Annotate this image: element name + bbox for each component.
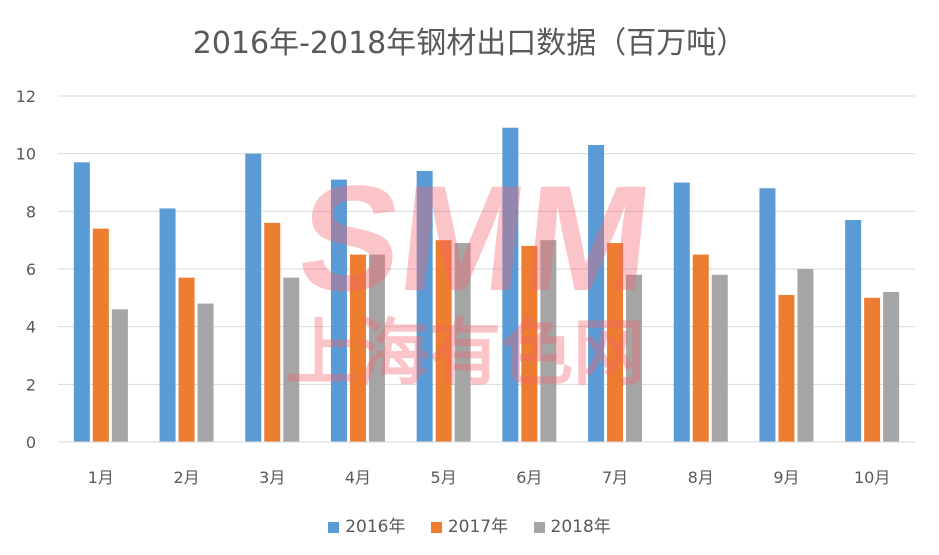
y-tick-label: 6 (26, 260, 36, 279)
legend-label-2016: 2016年 (345, 517, 406, 537)
y-tick-label: 2 (26, 375, 36, 394)
bar-2017年-5月 (435, 240, 452, 442)
x-tick-label: 1月 (88, 468, 114, 487)
x-tick-label: 9月 (773, 468, 799, 487)
bar-2017年-9月 (778, 294, 795, 442)
x-tick-label: 10月 (854, 468, 890, 487)
bar-2016年-4月 (330, 179, 347, 442)
bar-2017年-1月 (92, 228, 109, 442)
bar-2016年-2月 (159, 208, 176, 442)
legend-label-2017: 2017年 (447, 517, 509, 537)
bar-2016年-1月 (73, 162, 90, 443)
y-tick-label: 8 (26, 202, 36, 221)
bar-2016年-6月 (502, 127, 519, 442)
bar-2016年-7月 (588, 145, 605, 442)
bar-2018年-4月 (368, 254, 385, 442)
y-tick-label: 0 (26, 433, 36, 452)
bar-2018年-7月 (626, 274, 643, 442)
legend-item-2017: 2017年 (430, 512, 509, 537)
legend-swatch-2016 (328, 521, 340, 533)
chart-title: 2016年-2018年钢材出口数据（百万吨） (192, 26, 747, 61)
x-tick-label: 7月 (602, 468, 628, 487)
bar-2016年-5月 (416, 170, 433, 442)
bar-2017年-3月 (264, 222, 281, 442)
legend-swatch-2017 (430, 521, 442, 533)
bar-2017年-7月 (607, 243, 624, 442)
bar-2018年-8月 (711, 274, 728, 442)
legend-item-2016: 2016年 (328, 512, 405, 537)
bar-2016年-10月 (845, 219, 862, 442)
x-tick-label: 6月 (516, 468, 542, 487)
y-tick-label: 10 (16, 145, 36, 164)
bar-2017年-10月 (864, 297, 881, 442)
bar-2018年-6月 (540, 240, 557, 442)
x-tick-label: 4月 (345, 468, 371, 487)
x-tick-label: 3月 (259, 468, 285, 487)
bar-2017年-8月 (692, 254, 709, 442)
legend-item-2018: 2018年 (533, 512, 611, 537)
bar-2017年-6月 (521, 245, 538, 442)
bar-2017年-4月 (349, 254, 366, 442)
bar-2018年-9月 (797, 269, 814, 442)
legend-swatch-2018 (533, 521, 545, 533)
x-tick-label: 5月 (431, 468, 457, 487)
bar-2016年-9月 (759, 188, 776, 442)
y-tick-label: 12 (16, 87, 36, 106)
bar-2016年-3月 (245, 153, 262, 442)
bar-2017年-2月 (178, 277, 195, 442)
legend-label-2018: 2018年 (550, 517, 611, 537)
bar-2018年-1月 (111, 309, 128, 442)
y-tick-label: 4 (26, 318, 36, 337)
bar-2018年-5月 (454, 243, 471, 442)
bar-2018年-3月 (283, 277, 300, 442)
bar-2018年-2月 (197, 303, 214, 442)
bar-2018年-10月 (883, 292, 900, 442)
x-tick-label: 8月 (688, 468, 714, 487)
bar-2016年-8月 (673, 182, 690, 442)
x-tick-label: 2月 (173, 468, 199, 487)
legend: 2016年 2017年 2018年 (0, 512, 939, 537)
